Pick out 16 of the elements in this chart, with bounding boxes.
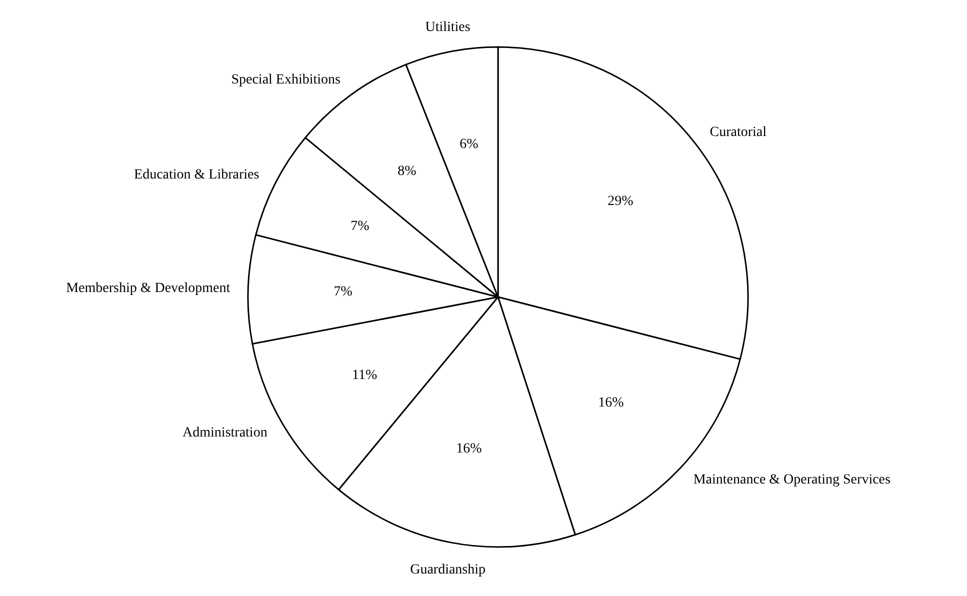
- slice-label: Education & Libraries: [134, 168, 260, 183]
- slice-label: Special Exhibitions: [231, 72, 340, 88]
- slice-label: Utilities: [425, 20, 470, 35]
- data-label: 7%: [350, 218, 370, 234]
- data-label: 16%: [456, 441, 482, 456]
- data-label: 11%: [352, 368, 378, 384]
- slice-label: Guardianship: [410, 562, 486, 578]
- data-label: 8%: [398, 164, 417, 179]
- data-label: 6%: [460, 136, 479, 152]
- slice-label: Curatorial: [710, 124, 767, 140]
- data-label: 7%: [334, 284, 353, 300]
- data-label: 16%: [598, 395, 624, 410]
- data-label: 29%: [608, 194, 634, 210]
- slice-label: Membership & Development: [66, 280, 230, 296]
- slice-label: Maintenance & Operating Services: [693, 472, 890, 488]
- slice-label: Administration: [182, 426, 268, 441]
